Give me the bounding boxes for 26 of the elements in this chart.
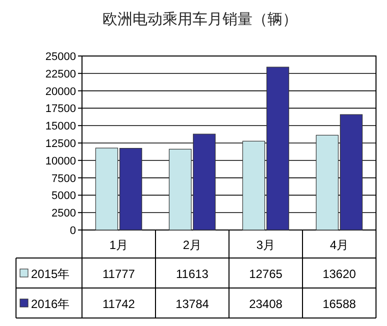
chart-title: 欧洲电动乘用车月销量（辆）: [102, 11, 298, 28]
data-label: 13784: [176, 297, 210, 311]
data-label: 11613: [176, 267, 209, 281]
y-tick-label: 20000: [45, 86, 76, 98]
x-tick-label: 3月: [256, 238, 276, 252]
y-tick-label: 25000: [45, 51, 76, 63]
data-label: 12765: [249, 267, 283, 281]
y-tick-label: 2500: [52, 208, 76, 220]
legend-label: 2016年: [31, 297, 70, 311]
y-tick-label: 5000: [52, 190, 76, 202]
y-tick-label: 12500: [45, 138, 76, 150]
y-tick-label: 17500: [45, 103, 76, 116]
y-tick-label: 22500: [45, 68, 76, 80]
legend-label: 2015年: [31, 267, 70, 281]
data-label: 23408: [249, 297, 283, 311]
x-tick-label: 4月: [330, 238, 349, 252]
y-tick-label: 10000: [45, 155, 76, 168]
y-tick-label: 0: [70, 225, 76, 237]
data-label: 11777: [102, 267, 136, 281]
y-tick-label: 7500: [52, 172, 76, 185]
x-tick-label: 1月: [109, 238, 128, 252]
y-tick-label: 15000: [45, 120, 76, 133]
data-label: 13620: [322, 267, 356, 281]
x-tick-label: 2月: [182, 238, 202, 252]
data-label: 11742: [102, 297, 136, 311]
data-label: 16588: [322, 297, 356, 311]
